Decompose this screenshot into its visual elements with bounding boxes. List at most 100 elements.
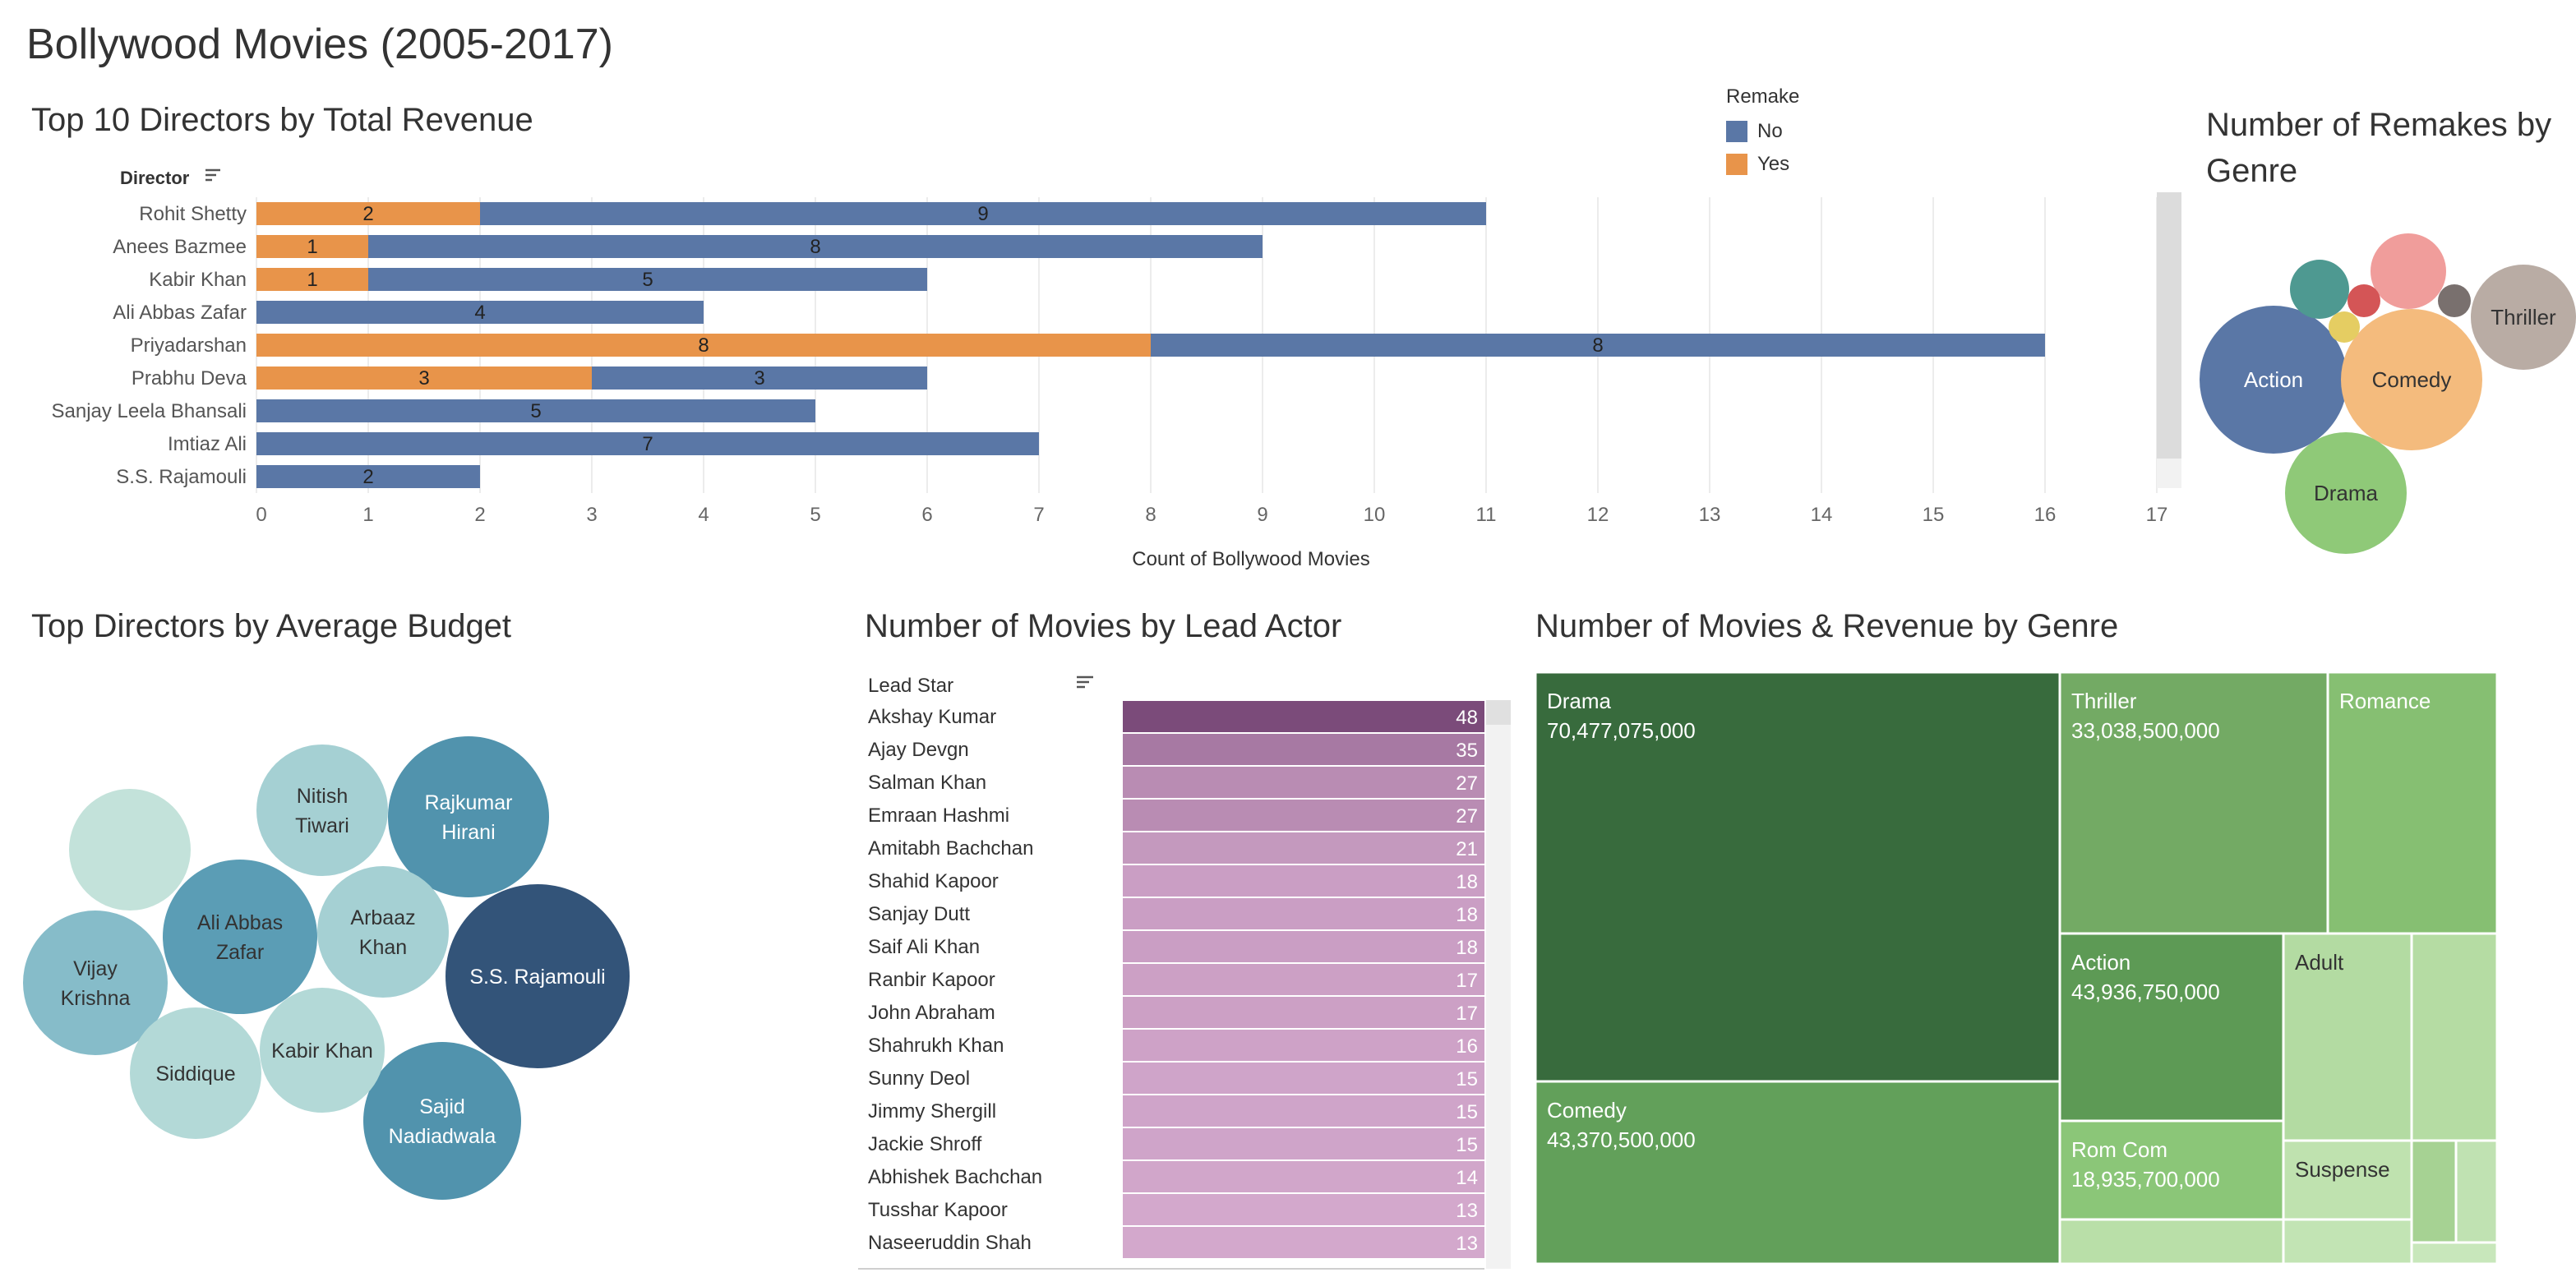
director-bubble[interactable] — [130, 1007, 261, 1139]
genre-bubble[interactable] — [2329, 311, 2360, 343]
actor-bar[interactable] — [1123, 931, 1484, 962]
actor-bar[interactable] — [1123, 1194, 1484, 1225]
bar-value-label: 3 — [418, 367, 429, 390]
genre-bubble[interactable] — [2371, 233, 2446, 309]
treemap-cell-value: 43,936,750,000 — [2071, 980, 2220, 1004]
actor-row-bg — [858, 996, 1123, 1029]
director-bubble[interactable] — [317, 866, 449, 998]
actor-bar[interactable] — [1123, 1128, 1484, 1159]
actor-bar[interactable] — [1123, 800, 1484, 831]
director-label: Ali Abbas Zafar — [113, 302, 247, 324]
actor-bar[interactable] — [1123, 734, 1484, 765]
scrollbar-track[interactable] — [1486, 700, 1511, 1269]
genre-bubble[interactable] — [2471, 265, 2576, 370]
bar-segment-no[interactable] — [256, 432, 1039, 455]
bar-segment-no[interactable] — [480, 202, 1486, 225]
director-label: Anees Bazmee — [113, 236, 247, 258]
movies-actor-title: Number of Movies by Lead Actor — [865, 608, 1342, 644]
bar-segment-no[interactable] — [368, 235, 1263, 258]
actor-bar[interactable] — [1123, 832, 1484, 864]
bar-segment-yes[interactable] — [256, 334, 1151, 357]
dashboard-title: Bollywood Movies (2005-2017) — [26, 21, 613, 68]
x-tick-label: 6 — [921, 504, 932, 526]
treemap-cell[interactable] — [2058, 932, 2285, 1123]
actor-bar-value: 13 — [1456, 1233, 1478, 1255]
director-bubble[interactable] — [388, 736, 549, 897]
bar-segment-no[interactable] — [256, 301, 704, 324]
director-bubble[interactable] — [445, 884, 630, 1068]
row-header-director: Director — [120, 168, 190, 188]
genre-bubble[interactable] — [2290, 260, 2349, 319]
director-bubble[interactable] — [69, 789, 191, 910]
actor-bar[interactable] — [1123, 701, 1484, 732]
bar-segment-yes[interactable] — [256, 367, 592, 390]
bar-segment-no[interactable] — [368, 268, 927, 291]
treemap-cell[interactable] — [2282, 932, 2413, 1142]
x-tick-label: 8 — [1145, 504, 1156, 526]
treemap-cell[interactable] — [1534, 671, 2061, 1083]
remake-legend[interactable]: Remake No Yes — [1726, 85, 1799, 181]
actor-label: Salman Khan — [868, 772, 986, 794]
genre-bubble[interactable] — [2200, 306, 2347, 454]
actor-bar[interactable] — [1123, 1063, 1484, 1094]
actor-bar[interactable] — [1123, 1030, 1484, 1061]
treemap-cell[interactable] — [2410, 1241, 2499, 1265]
bar-value-label: 2 — [362, 203, 373, 225]
treemap-cell[interactable] — [2454, 1139, 2499, 1244]
actor-bar-value: 18 — [1456, 904, 1478, 926]
directors-budget-chart: S.S. Rajamouli Rajkumar Hirani Sajid Nadiadw… — [23, 736, 630, 1200]
bar-segment-yes[interactable] — [256, 268, 368, 291]
director-bubble[interactable] — [23, 910, 168, 1055]
actor-row-bg — [858, 963, 1123, 996]
bar-segment-no[interactable] — [592, 367, 927, 390]
treemap-cell[interactable] — [2326, 671, 2499, 935]
legend-title: Remake — [1726, 85, 1800, 108]
legend-label-no: No — [1757, 120, 1783, 142]
actor-label: Sunny Deol — [868, 1067, 970, 1090]
actor-bar[interactable] — [1123, 997, 1484, 1028]
actor-bar[interactable] — [1123, 767, 1484, 798]
actor-bar[interactable] — [1123, 1227, 1484, 1258]
treemap-cell[interactable] — [2282, 1139, 2413, 1221]
director-bubble[interactable] — [260, 988, 385, 1113]
scrollbar-thumb[interactable] — [1486, 700, 1511, 725]
legend-item-yes[interactable]: Yes — [1726, 148, 1799, 181]
bar-segment-yes[interactable] — [256, 235, 368, 258]
actor-row-bg — [858, 897, 1123, 930]
directors-revenue-title: Top 10 Directors by Total Revenue — [31, 102, 533, 138]
treemap-cell[interactable] — [1534, 1080, 2061, 1265]
genre-bubble[interactable] — [2285, 432, 2407, 554]
actor-bar[interactable] — [1123, 898, 1484, 929]
actor-bar[interactable] — [1123, 865, 1484, 897]
bar-segment-no[interactable] — [256, 465, 480, 488]
treemap-cell[interactable] — [2058, 671, 2329, 935]
director-bubble-label: Sajid Nadiadwala — [389, 1095, 496, 1148]
genre-bubble[interactable] — [2438, 284, 2471, 317]
treemap-cell[interactable] — [2058, 1119, 2285, 1221]
actor-bar-value: 18 — [1456, 937, 1478, 959]
bar-segment-no[interactable] — [256, 399, 815, 422]
sort-icon[interactable] — [1077, 675, 1093, 689]
treemap-cell[interactable] — [2410, 1139, 2458, 1244]
sort-icon[interactable] — [205, 168, 220, 182]
director-bubble[interactable] — [256, 745, 388, 876]
treemap-cell[interactable] — [2410, 932, 2499, 1142]
treemap-cell-value: 70,477,075,000 — [1547, 718, 1696, 743]
scrollbar-thumb[interactable] — [2157, 192, 2181, 459]
actor-bar[interactable] — [1123, 1161, 1484, 1192]
actor-bar[interactable] — [1123, 964, 1484, 995]
director-label: Sanjay Leela Bhansali — [51, 400, 247, 422]
treemap-cell[interactable] — [2282, 1218, 2413, 1265]
bar-segment-yes[interactable] — [256, 202, 480, 225]
director-bubble[interactable] — [163, 860, 317, 1014]
actor-row-bg — [858, 1226, 1123, 1259]
genre-bubble[interactable] — [2341, 309, 2482, 450]
genre-bubble[interactable] — [2347, 284, 2380, 317]
legend-item-no[interactable]: No — [1726, 115, 1799, 148]
actor-bar[interactable] — [1123, 1095, 1484, 1127]
bar-segment-no[interactable] — [1151, 334, 2045, 357]
directors-revenue-chart: Director Rohit Shetty 2 9 Anees Bazmee 1 8 Kabi… — [51, 168, 2181, 570]
treemap-cell[interactable] — [2058, 1218, 2285, 1265]
x-tick-label: 4 — [698, 504, 709, 526]
director-bubble[interactable] — [363, 1042, 521, 1200]
